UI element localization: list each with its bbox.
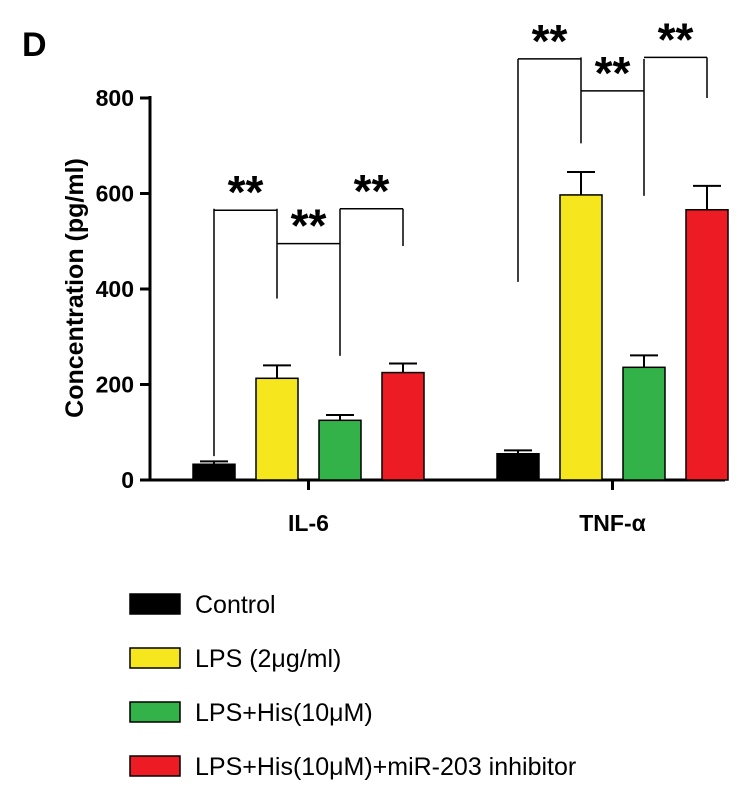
y-axis-label: Concentration (pg/ml) [61, 158, 89, 418]
x-tick-label: TNF-α [579, 510, 646, 536]
bar [255, 377, 299, 481]
y-tick-label: 600 [96, 181, 134, 207]
significance-label: ** [291, 200, 327, 252]
legend-swatch [129, 647, 181, 669]
legend-label: LPS+His(10μM)+miR-203 inhibitor [195, 753, 576, 781]
legend-swatch [129, 701, 181, 723]
legend-label: LPS+His(10μM) [195, 699, 373, 727]
bar [622, 366, 666, 481]
significance-label: ** [532, 15, 568, 67]
plot-area: 0 200 400 600 800 IL-6 TNF-α ** ** ** ** ** ** [96, 13, 729, 536]
legend: Control LPS (2μg/ml) LPS+His(10μM) LPS+His(… [129, 591, 576, 781]
bar [318, 419, 362, 481]
bar [496, 452, 540, 481]
y-tick-label: 200 [96, 372, 134, 398]
legend-swatch [129, 755, 181, 777]
significance-label: ** [658, 13, 694, 65]
y-tick-label: 400 [96, 276, 134, 302]
significance-label: ** [228, 166, 264, 218]
legend-swatch [129, 593, 181, 615]
significance-label: ** [595, 47, 631, 99]
significance-label: ** [354, 165, 390, 217]
bar [381, 371, 425, 481]
y-tick-label: 0 [121, 467, 134, 493]
legend-label: LPS (2μg/ml) [195, 645, 341, 673]
x-tick-label: IL-6 [288, 510, 329, 536]
legend-label: Control [195, 591, 276, 619]
bar [559, 194, 603, 481]
y-tick-label: 800 [96, 85, 134, 111]
bar [192, 463, 236, 481]
bar [685, 208, 729, 481]
panel-label: D [22, 26, 47, 64]
